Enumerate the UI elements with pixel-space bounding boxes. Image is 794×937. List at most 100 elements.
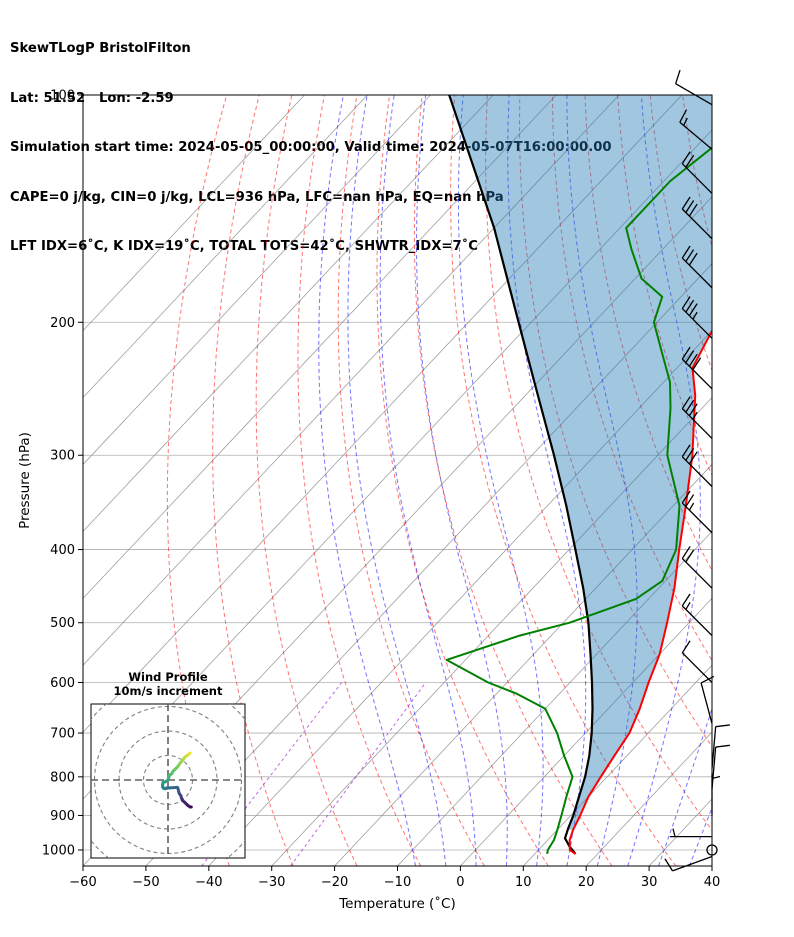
x-tick-label: 40 bbox=[704, 875, 721, 890]
wind-barb-flag bbox=[685, 200, 695, 213]
x-tick-label: 10 bbox=[515, 875, 532, 890]
moist-adiabat bbox=[318, 95, 416, 866]
wind-barb-flag bbox=[685, 350, 695, 364]
wind-barb-flag bbox=[688, 303, 698, 317]
isotherm bbox=[271, 397, 712, 866]
isotherm bbox=[83, 95, 494, 533]
location-text: Lat: 51.52 Lon: -2.59 bbox=[10, 90, 174, 106]
y-tick-label: 300 bbox=[50, 449, 75, 464]
wind-barb bbox=[711, 724, 730, 769]
y-tick-label: 700 bbox=[50, 727, 75, 742]
dry-adiabat bbox=[715, 95, 794, 866]
wind-barb-flag bbox=[685, 399, 695, 413]
index-summary-text: LFT IDX=6˚C, K IDX=19˚C, TOTAL TOTS=42˚C… bbox=[10, 239, 478, 254]
x-tick-label: −10 bbox=[384, 875, 411, 890]
moist-adiabat bbox=[658, 707, 712, 866]
wind-barb-half-flag bbox=[672, 828, 676, 837]
wind-barb-flag bbox=[688, 403, 698, 417]
y-tick-label: 600 bbox=[50, 676, 75, 691]
wind-barb-staff bbox=[681, 456, 713, 487]
wind-barb bbox=[711, 744, 730, 789]
chart-title: SkewTLogP BristolFilton bbox=[10, 41, 191, 56]
wind-barb-staff bbox=[679, 121, 713, 150]
wind-barb bbox=[681, 396, 713, 439]
wind-barb-staff bbox=[681, 358, 713, 390]
wind-barb-flag bbox=[685, 249, 695, 262]
wind-barb-flag bbox=[688, 451, 698, 465]
moist-adiabat bbox=[457, 95, 544, 866]
wind-barb-half-flag bbox=[685, 602, 691, 610]
isotherm bbox=[523, 664, 712, 866]
y-tick-label: 500 bbox=[50, 616, 75, 631]
wind-barb-flag bbox=[681, 151, 691, 165]
wind-barb-flag bbox=[681, 245, 691, 259]
axes: −60 −50 −40 −30 −20 −10 0 10 20 30 40 1000 900 800 700… bbox=[17, 89, 720, 913]
isotherm bbox=[460, 597, 712, 866]
wind-barb-flag bbox=[679, 109, 688, 123]
wind-barb-staff bbox=[681, 652, 713, 683]
dry-adiabat bbox=[212, 95, 294, 866]
wind-barbs bbox=[664, 69, 730, 872]
wind-barb bbox=[681, 444, 713, 487]
sounding-profiles bbox=[445, 95, 712, 855]
mixing-ratio-line bbox=[290, 682, 427, 866]
wind-barb-flag bbox=[681, 296, 691, 309]
hodograph-title-line2: 10m/s increment bbox=[113, 684, 223, 698]
wind-barb-flag bbox=[692, 357, 702, 371]
wind-barb bbox=[681, 346, 713, 390]
wind-barb-flag bbox=[681, 490, 691, 504]
wind-barb-flag bbox=[681, 593, 691, 607]
wind-barb-flag bbox=[681, 396, 691, 410]
moist-adiabat bbox=[347, 95, 447, 866]
isotherm bbox=[145, 263, 712, 866]
wind-barb-flag bbox=[681, 640, 691, 654]
x-tick-label: −50 bbox=[132, 875, 159, 890]
wind-barb bbox=[664, 855, 713, 872]
wind-barb bbox=[681, 490, 713, 534]
isotherm bbox=[83, 95, 431, 466]
wind-barb-flag bbox=[685, 549, 695, 563]
stability-indices-text: CAPE=0 j/kg, CIN=0 j/kg, LCL=936 hPa, LF… bbox=[10, 189, 504, 205]
hodograph-title-line1: Wind Profile bbox=[128, 670, 208, 684]
x-tick-label: −20 bbox=[321, 875, 348, 890]
wind-barb-staff bbox=[711, 747, 717, 789]
y-axis-label: Pressure (hPa) bbox=[17, 432, 33, 529]
wind-barb-flag bbox=[664, 858, 674, 872]
wind-barb bbox=[679, 109, 713, 150]
isotherm bbox=[208, 330, 712, 866]
wind-barb-half-flag bbox=[692, 311, 698, 320]
wind-barb bbox=[681, 151, 713, 194]
wind-barb bbox=[681, 593, 713, 637]
dry-adiabat bbox=[297, 95, 422, 866]
x-tick-label: −60 bbox=[69, 875, 96, 890]
wind-barb-staff bbox=[675, 83, 713, 106]
x-axis-label: Temperature (˚C) bbox=[338, 895, 456, 912]
wind-barb-flag bbox=[681, 444, 691, 458]
wind-barb-half-flag bbox=[688, 502, 695, 511]
y-tick-label: 1000 bbox=[42, 844, 75, 859]
wind-barb bbox=[681, 546, 713, 589]
isotherm bbox=[83, 95, 620, 666]
hodograph-plot-area bbox=[91, 704, 245, 858]
y-tick-label: 400 bbox=[50, 543, 75, 558]
wind-barb-flag bbox=[675, 69, 681, 84]
isotherm bbox=[83, 95, 368, 399]
moist-adiabat bbox=[416, 95, 508, 866]
isotherm bbox=[397, 530, 712, 866]
isotherm bbox=[83, 95, 683, 733]
x-tick-label: −30 bbox=[258, 875, 285, 890]
wind-barb-staff bbox=[672, 855, 713, 872]
hodograph-title: Wind Profile 10m/s increment bbox=[91, 670, 245, 698]
x-tick-label: 0 bbox=[456, 875, 464, 890]
wind-barb-staff bbox=[681, 558, 713, 589]
wind-barb-half-flag bbox=[692, 411, 698, 420]
wind-barb-flag bbox=[688, 353, 698, 367]
wind-barb bbox=[681, 245, 713, 289]
wind-barb-flag bbox=[685, 154, 695, 168]
wind-barb bbox=[670, 828, 712, 838]
wind-barb-staff bbox=[681, 257, 713, 289]
dewpoint-profile-line bbox=[445, 146, 712, 855]
x-tick-label: 20 bbox=[578, 875, 595, 890]
moist-adiabat bbox=[507, 95, 587, 866]
y-tick-label: 800 bbox=[50, 770, 75, 785]
